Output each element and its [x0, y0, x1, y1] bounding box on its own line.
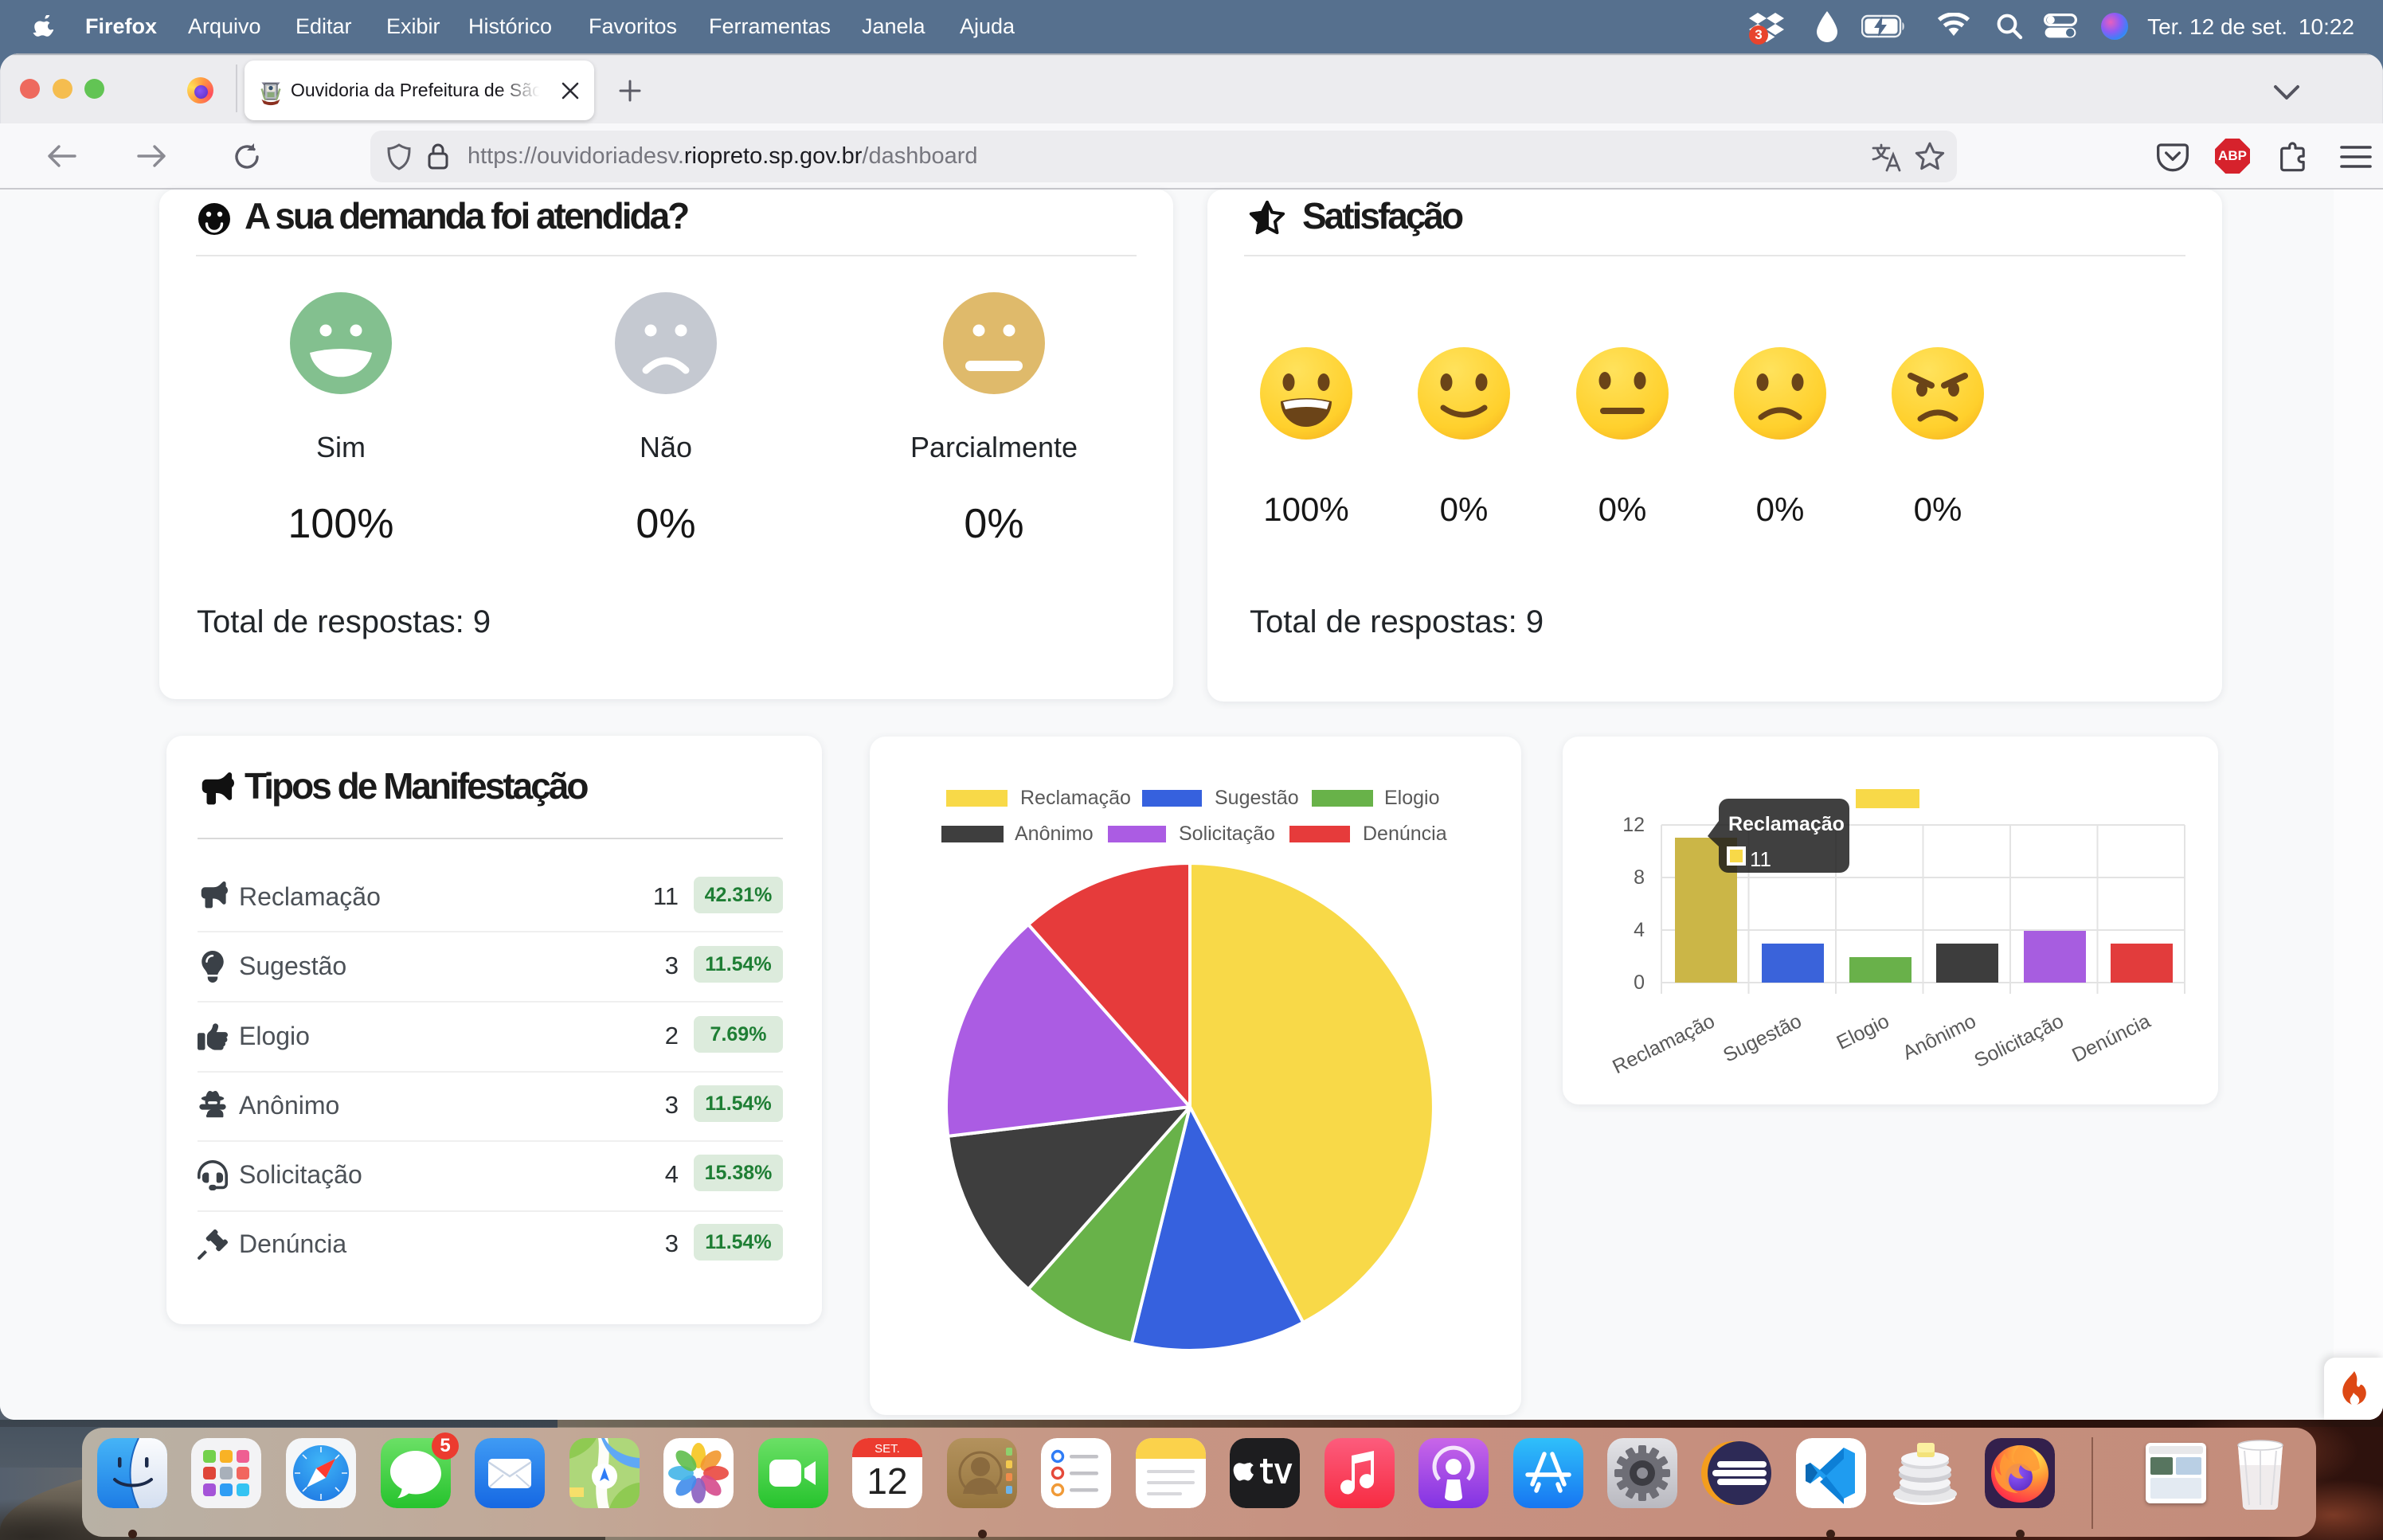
- svg-text:12: 12: [867, 1460, 907, 1502]
- svg-text:SET.: SET.: [875, 1442, 900, 1456]
